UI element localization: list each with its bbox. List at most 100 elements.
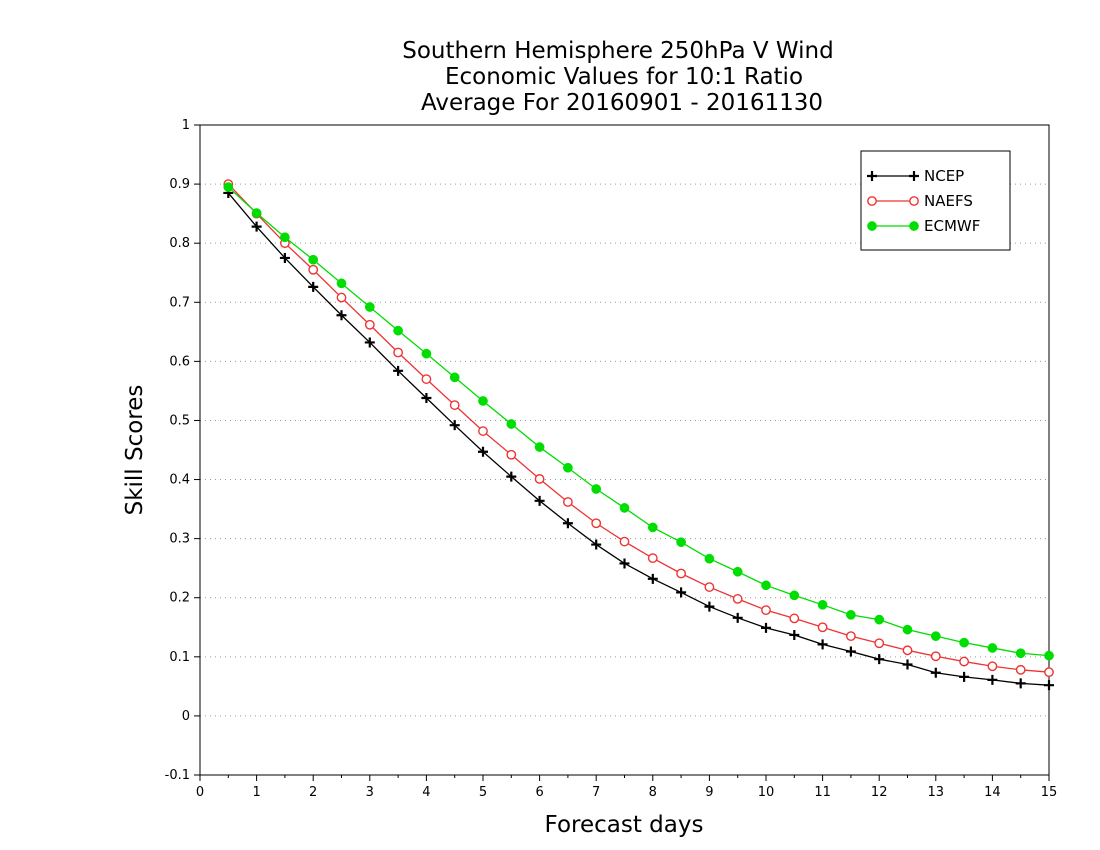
data-point-ecmwf	[336, 278, 347, 289]
x-tick-label: 2	[309, 785, 317, 800]
data-point-naefs	[308, 264, 319, 275]
x-tick-label: 8	[649, 785, 657, 800]
data-point-naefs	[619, 536, 630, 547]
data-point-ecmwf	[280, 232, 290, 243]
data-point-ncep	[732, 612, 743, 623]
data-point-ncep	[930, 667, 941, 678]
data-point-ncep	[619, 558, 630, 569]
legend-marker-ecmwf	[867, 221, 877, 231]
data-point-ecmwf	[761, 580, 771, 591]
y-tick-label: 0.4	[169, 473, 190, 488]
data-point-naefs	[591, 518, 602, 529]
x-tick-label: 1	[252, 785, 260, 800]
x-tick-label: 15	[1041, 785, 1058, 800]
data-point-ncep	[364, 337, 375, 348]
data-point-ncep	[506, 471, 517, 482]
data-point-ecmwf	[449, 372, 460, 383]
x-tick-label: 3	[366, 785, 374, 800]
data-point-naefs	[478, 426, 488, 436]
data-point-ncep	[817, 639, 828, 650]
legend-marker-naefs	[867, 196, 877, 206]
y-tick-label: 0.6	[169, 354, 190, 369]
data-point-naefs	[987, 661, 998, 672]
x-tick-label: 4	[422, 785, 430, 800]
data-point-ecmwf	[676, 537, 686, 548]
x-tick-label: 6	[535, 785, 543, 800]
series-naefs	[223, 179, 1054, 678]
x-tick-label: 9	[705, 785, 713, 800]
data-point-ecmwf	[308, 254, 319, 265]
data-point-ncep	[393, 365, 404, 376]
x-tick-label: 5	[479, 785, 487, 800]
data-point-naefs	[336, 292, 347, 303]
data-point-ncep	[308, 281, 319, 292]
data-point-naefs	[732, 594, 743, 604]
data-point-ecmwf	[987, 643, 998, 653]
legend-label-naefs: NAEFS	[924, 192, 973, 210]
data-point-ecmwf	[732, 566, 743, 577]
data-point-ecmwf	[647, 522, 658, 533]
x-tick-label: 10	[758, 785, 775, 800]
y-tick-label: -0.1	[165, 768, 190, 783]
data-point-naefs	[1015, 664, 1026, 675]
y-tick-label: 0.5	[169, 413, 190, 428]
data-point-ncep	[761, 622, 771, 633]
data-point-naefs	[930, 651, 941, 662]
data-point-ecmwf	[534, 442, 545, 452]
data-point-naefs	[647, 553, 658, 564]
data-point-naefs	[874, 638, 885, 649]
data-point-naefs	[959, 656, 969, 667]
axes: -0.100.10.20.30.40.50.60.70.80.910 1 2 3 4 5 6…	[165, 118, 1058, 800]
data-point-naefs	[364, 319, 375, 330]
data-point-ncep	[647, 573, 658, 584]
x-tick-label: 0	[196, 785, 204, 800]
x-tick-label: 7	[592, 785, 600, 800]
y-tick-label: 0.8	[169, 236, 190, 251]
data-point-ncep	[1044, 680, 1054, 691]
data-point-ecmwf	[874, 614, 885, 625]
data-point-ncep	[279, 252, 290, 263]
data-point-naefs	[534, 474, 545, 484]
data-point-ecmwf	[619, 503, 630, 513]
data-point-ncep	[1015, 678, 1026, 689]
data-point-ecmwf	[817, 599, 828, 610]
legend-label-ncep: NCEP	[924, 167, 964, 185]
data-point-ncep	[902, 659, 913, 670]
y-axis-label: Skill Scores	[122, 385, 148, 516]
legend-marker-ncep	[867, 171, 877, 181]
x-tick-label: 12	[871, 785, 888, 800]
data-point-ecmwf	[1044, 650, 1054, 661]
title-line-1: Southern Hemisphere 250hPa V Wind	[402, 38, 833, 64]
data-point-ecmwf	[1015, 648, 1026, 659]
legend: NCEP NAEFS ECMWF	[860, 150, 1011, 251]
data-point-ncep	[562, 518, 573, 529]
legend-label-ecmwf: ECMWF	[924, 217, 980, 235]
data-point-ncep	[534, 495, 545, 506]
title-line-2: Economic Values for 10:1 Ratio	[445, 64, 803, 90]
data-point-ecmwf	[223, 182, 234, 192]
data-point-ncep	[987, 674, 998, 685]
legend-marker-naefs	[909, 196, 919, 206]
legend-marker-ecmwf	[909, 221, 919, 231]
data-point-ncep	[704, 601, 715, 612]
data-point-ncep	[251, 221, 262, 232]
y-tick-label: 1	[182, 118, 190, 133]
data-point-naefs	[393, 347, 403, 358]
series-line-naefs	[227, 183, 1050, 673]
data-point-ncep	[591, 539, 602, 550]
data-point-naefs	[789, 613, 800, 624]
data-point-naefs	[1044, 667, 1054, 678]
data-point-naefs	[676, 568, 686, 579]
series-ncep	[223, 187, 1054, 691]
data-point-ecmwf	[789, 590, 800, 601]
series-line-ecmwf	[227, 186, 1050, 657]
data-point-naefs	[563, 497, 573, 507]
data-point-ecmwf	[563, 462, 573, 473]
y-tick-label: 0.7	[169, 295, 190, 310]
title-line-3: Average For 20160901 - 20161130	[421, 90, 823, 116]
data-point-ncep	[478, 446, 488, 457]
data-point-ecmwf	[959, 637, 969, 648]
y-tick-label: 0.3	[169, 532, 190, 547]
data-point-ncep	[449, 420, 460, 431]
